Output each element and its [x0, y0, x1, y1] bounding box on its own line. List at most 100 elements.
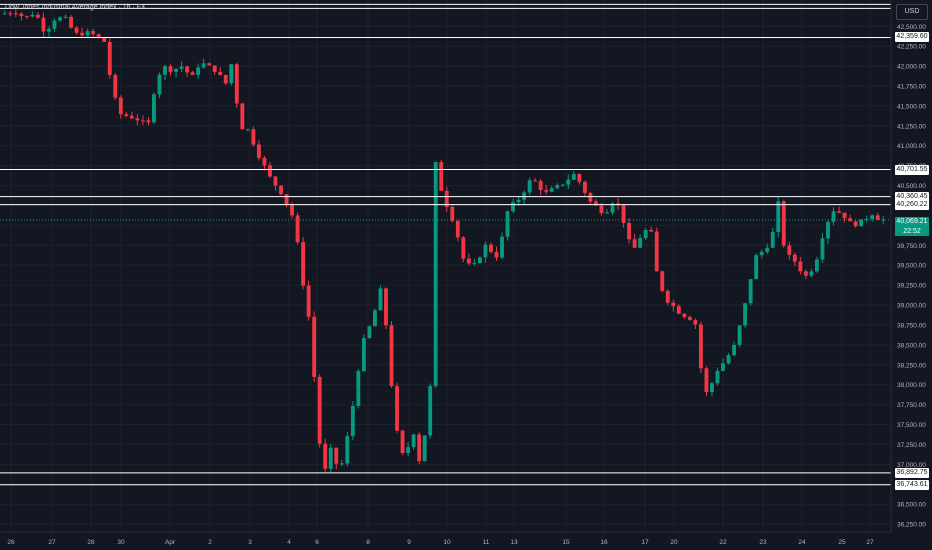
time-tick-label: 10: [443, 539, 451, 546]
price-tick-label: 42,000.00: [897, 64, 926, 71]
time-tick-label: 17: [641, 539, 649, 546]
candle-body: [837, 211, 841, 213]
candle-body: [350, 405, 355, 437]
candle-body: [875, 215, 880, 220]
candle-body: [262, 157, 267, 166]
level-price-tag: 40,260.22: [895, 199, 929, 210]
candle-body: [455, 220, 460, 238]
candle-body: [323, 443, 328, 469]
candle-body: [356, 371, 361, 406]
candle-body: [737, 325, 742, 345]
candle-body: [245, 129, 250, 131]
candle-body: [787, 245, 792, 255]
candle-body: [726, 355, 731, 364]
candle-body: [411, 434, 416, 448]
candle-body: [422, 435, 427, 462]
time-tick-label: 9: [407, 539, 411, 546]
candle-body: [582, 181, 587, 193]
candle-body: [85, 31, 90, 36]
currency-button[interactable]: USD: [896, 4, 928, 20]
candle-body: [433, 162, 438, 386]
candle-body: [599, 205, 604, 214]
candle-body: [842, 212, 847, 219]
candle-body: [864, 218, 869, 220]
candle-body: [339, 463, 344, 465]
candle-body: [605, 212, 609, 214]
candle-body: [384, 288, 388, 326]
price-tick-label: 37,750.00: [897, 402, 926, 409]
candle-body: [306, 285, 311, 317]
price-axis[interactable]: 42,500.00 42,250.00 42,000.00 41,750.00 41,5…: [897, 24, 926, 529]
horizontal-levels[interactable]: [0, 3, 891, 486]
price-tick-label: 38,000.00: [897, 382, 926, 389]
candle-body: [8, 13, 13, 15]
candle-body: [560, 184, 565, 186]
candle-body: [428, 385, 433, 436]
candle-body: [174, 68, 178, 72]
candle-body: [135, 118, 140, 121]
candle-body: [113, 74, 118, 98]
candle-body: [63, 16, 68, 18]
time-tick-label: 30: [117, 539, 125, 546]
time-tick-label: 6: [315, 539, 319, 546]
candle-body: [610, 203, 615, 213]
candle-body: [693, 320, 698, 325]
candle-body: [710, 383, 714, 393]
candle-body: [118, 97, 123, 115]
level-price-tag: 36,743.61: [895, 479, 929, 490]
candle-body: [389, 325, 394, 387]
time-axis[interactable]: 26 27 28 30 Apr 2 3 4 6 8 9 10 11 13 15 16 17 20 22 23 24 25 2…: [7, 539, 874, 546]
candle-body: [687, 316, 692, 321]
candle-body: [676, 306, 681, 314]
candle-body: [472, 263, 477, 265]
candle-body: [649, 229, 654, 232]
candle-body: [505, 211, 510, 237]
candle-body: [190, 72, 195, 75]
candle-body: [295, 215, 300, 243]
candle-body: [621, 205, 626, 223]
candle-body: [146, 120, 151, 123]
candle-body: [312, 316, 317, 377]
candle-body: [279, 185, 283, 195]
candle-body: [798, 261, 803, 272]
price-tick-label: 37,000.00: [897, 462, 926, 469]
candle-body: [444, 190, 449, 207]
price-tick-label: 38,500.00: [897, 342, 926, 349]
candle-body: [102, 37, 107, 42]
candle-body: [792, 254, 797, 262]
candle-body: [516, 199, 521, 203]
candle-body: [748, 279, 753, 304]
candle-body: [533, 180, 538, 182]
candle-body: [466, 258, 471, 264]
candle-body: [229, 64, 234, 84]
candle-body: [345, 436, 350, 464]
candle-body: [47, 28, 51, 32]
last-price-value: 40,069.21: [896, 218, 928, 225]
candle-body: [555, 185, 560, 189]
candle-body: [704, 368, 709, 393]
time-tick-label: 11: [483, 539, 490, 546]
price-tick-label: 38,750.00: [897, 322, 926, 329]
candle-body: [2, 13, 7, 15]
candle-body: [417, 434, 422, 462]
candle-body: [290, 204, 294, 216]
candle-body: [152, 94, 156, 123]
time-tick-label: Apr: [165, 539, 176, 546]
candle-body: [367, 326, 372, 338]
candle-body: [378, 288, 383, 311]
candle-body: [477, 257, 482, 264]
price-tick-label: 41,250.00: [897, 123, 926, 130]
level-price-tag: 36,892.75: [895, 467, 929, 478]
candle-body: [96, 34, 101, 38]
candle-body: [527, 180, 532, 193]
candle-body: [538, 180, 543, 190]
time-tick-label: 26: [7, 539, 15, 546]
candle-body: [826, 221, 830, 239]
candle-body: [251, 129, 256, 145]
candle-body: [571, 173, 576, 180]
price-tick-label: 36,500.00: [897, 502, 926, 509]
candle-body: [80, 32, 85, 36]
candle-body: [489, 244, 493, 252]
candle-body: [765, 247, 770, 252]
